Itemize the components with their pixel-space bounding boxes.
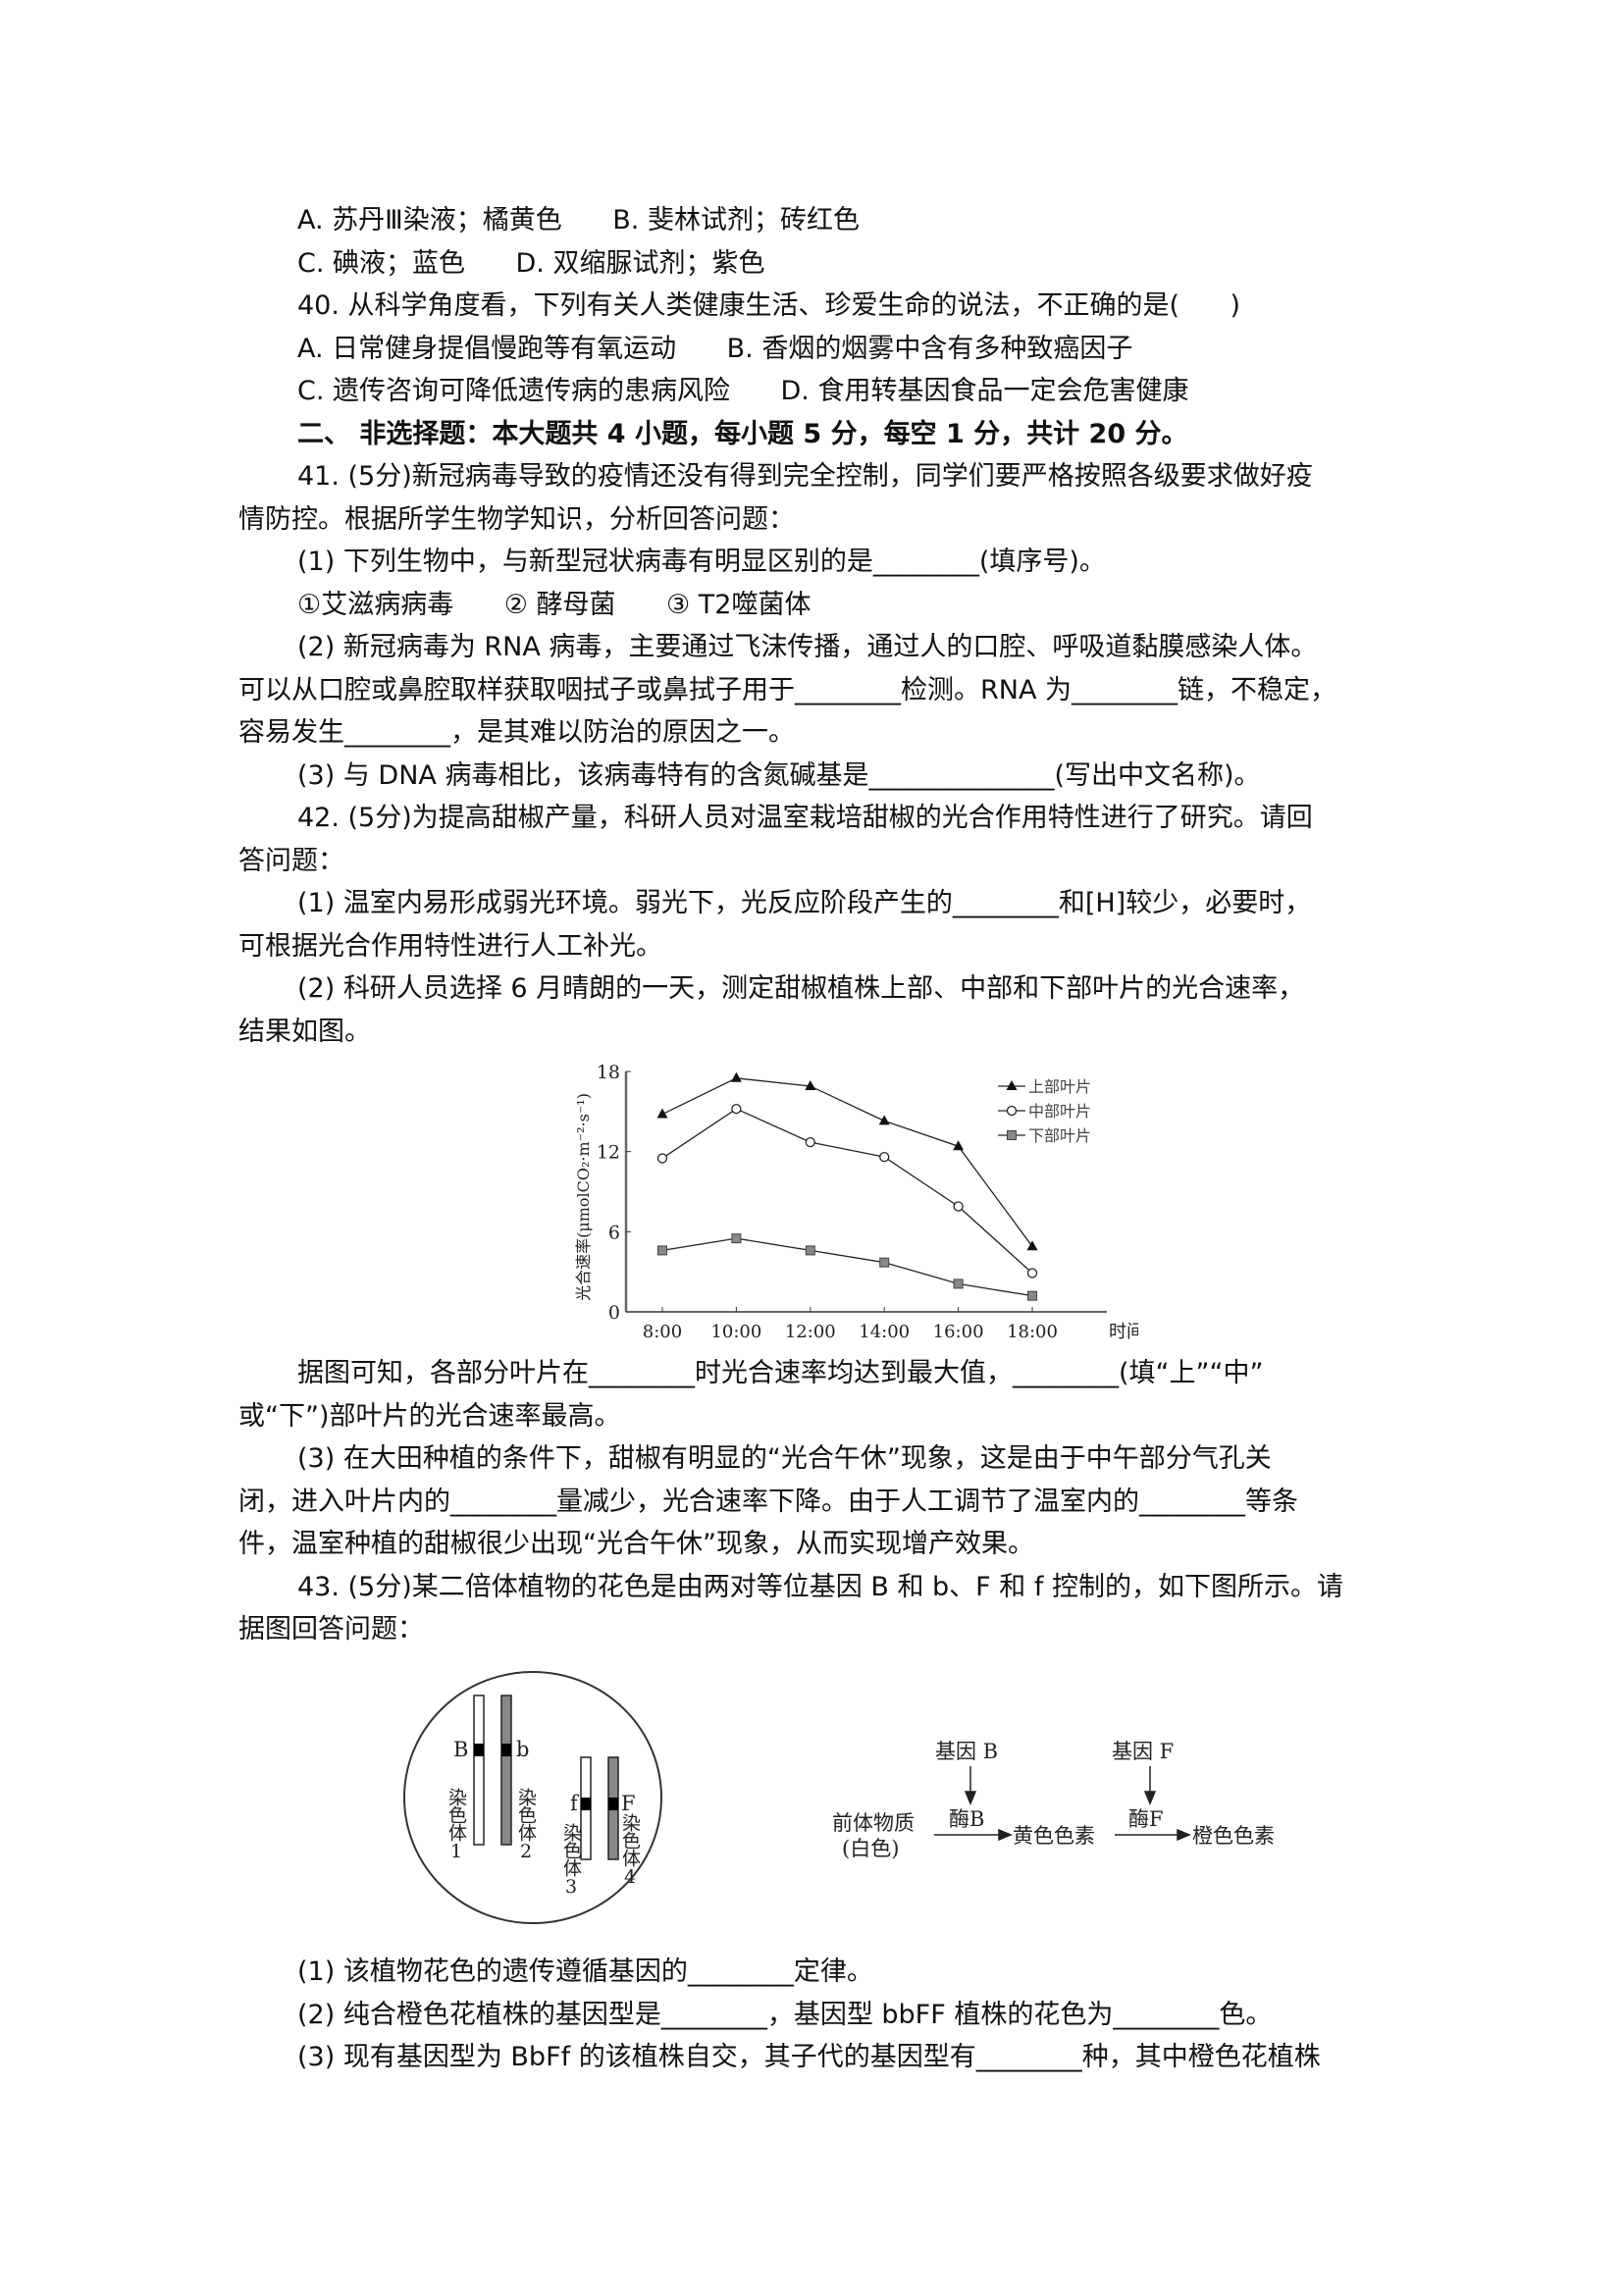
series-line-1 <box>661 1077 1033 1247</box>
y-tick-label: 0 <box>608 1302 620 1324</box>
gene-b-label: 基因 B <box>935 1740 999 1763</box>
text-line: 二、 非选择题：本大题共 4 小题，每小题 5 分，每空 1 分，共计 20 分… <box>297 418 1188 449</box>
gene-label-3: f <box>570 1792 578 1815</box>
text-line: 41. (5分)新冠病毒导致的疫情还没有得到完全控制，同学们要严格按照各级要求做… <box>297 461 1313 492</box>
legend-marker <box>1007 1130 1017 1140</box>
orange-pigment-label: 橙色色素 <box>1192 1824 1275 1848</box>
text-line: (3) 与 DNA 病毒相比，该病毒特有的含氮碱基是______________… <box>297 759 1261 791</box>
text-line: (2) 新冠病毒为 RNA 病毒，主要通过飞沫传播，通过人的口腔、呼吸道黏膜感染… <box>297 632 1318 662</box>
precursor-label: 前体物质 <box>832 1811 915 1835</box>
legend-label: 上部叶片 <box>1028 1077 1091 1096</box>
text-line: (3) 现有基因型为 BbFf 的该植株自交，其子代的基因型有________种… <box>297 2042 1321 2072</box>
data-point <box>879 1257 890 1268</box>
text-line: 可以从口腔或鼻腔取样获取咽拭子或鼻拭子用于________检测。RNA 为___… <box>238 674 1337 705</box>
data-point <box>731 1103 742 1115</box>
text-line: 闭，进入叶片内的________量减少，光合速率下降。由于人工调节了温室内的__… <box>238 1486 1298 1517</box>
data-point <box>730 1071 742 1082</box>
text-line: C. 遗传咨询可降低遗传病的患病风险 D. 食用转基因食品一定会危害健康 <box>297 376 1189 406</box>
photosynthesis-line-chart: 0 6 12 18 8:00 10:00 12:00 14:00 16:00 18:00 时间 光合速… <box>574 1062 1138 1342</box>
chromosome-label-4: 染色体4 <box>619 1813 641 1887</box>
data-point <box>656 1153 668 1164</box>
data-point <box>1027 1290 1037 1301</box>
gene-f-label: 基因 F <box>1112 1740 1175 1763</box>
x-tick-label: 18:00 <box>1007 1322 1058 1342</box>
text-line: 容易发生________，是其难以防治的原因之一。 <box>238 717 795 748</box>
data-point <box>1026 1268 1038 1278</box>
x-tick-label: 10:00 <box>710 1322 761 1342</box>
text-line: (3) 在大田种植的条件下，甜椒有明显的“光合午休”现象，这是由于中午部分气孔关 <box>297 1443 1272 1474</box>
text-line: (2) 纯合橙色花植株的基因型是________，基因型 bbFF 植株的花色为… <box>297 1999 1273 2030</box>
text-line: 43. (5分)某二倍体植物的花色是由两对等位基因 B 和 b、F 和 f 控制… <box>297 1571 1343 1602</box>
data-point <box>953 1201 964 1212</box>
text-line: A. 苏丹Ⅲ染液；橘黄色 B. 斐林试剂；砖红色 <box>297 205 860 235</box>
text-line: C. 碘液；蓝色 D. 双缩脲试剂；紫色 <box>297 247 765 279</box>
data-point <box>656 1108 668 1119</box>
x-tick-label: 8:00 <box>643 1322 682 1342</box>
series-line-2 <box>661 1108 1033 1275</box>
arrow-icon <box>934 1766 1191 1842</box>
precursor-note: (白色) <box>842 1837 900 1860</box>
data-point <box>953 1140 965 1151</box>
data-point <box>731 1233 742 1244</box>
x-tick-label: 14:00 <box>859 1322 910 1342</box>
legend-label: 下部叶片 <box>1028 1126 1091 1145</box>
data-point <box>1026 1240 1038 1251</box>
text-line: 答问题： <box>238 845 344 876</box>
y-tick-label: 18 <box>597 1062 620 1083</box>
data-point <box>805 1136 815 1148</box>
legend-marker <box>1006 1105 1018 1117</box>
y-tick-label: 6 <box>608 1222 620 1243</box>
text-line: ①艾滋病病毒 ② 酵母菌 ③ T2噬菌体 <box>297 589 812 620</box>
text-line: 可根据光合作用特性进行人工补光。 <box>238 930 662 962</box>
y-axis-label: 光合速率(μmolCO₂·m⁻²·s⁻¹) <box>574 1093 593 1301</box>
data-point <box>657 1245 667 1256</box>
data-point <box>953 1278 964 1289</box>
gene-label-4: F <box>621 1792 636 1815</box>
x-tick-label: 12:00 <box>785 1322 836 1342</box>
chromosome-label-1: 染色体1 <box>445 1788 467 1861</box>
text-line: 40. 从科学角度看，下列有关人类健康生活、珍爱生命的说法，不正确的是( ) <box>297 290 1241 321</box>
text-line: 42. (5分)为提高甜椒产量，科研人员对温室栽培甜椒的光合作用特性进行了研究。… <box>297 803 1313 833</box>
chromosome-label-2: 染色体2 <box>515 1788 537 1861</box>
gene-label-2: b <box>516 1738 530 1761</box>
x-axis-label: 时间 <box>1109 1322 1138 1342</box>
legend-marker <box>1006 1080 1018 1090</box>
text-line: (1) 下列生物中，与新型冠状病毒有明显区别的是________(填序号)。 <box>297 547 1106 577</box>
chromosome-2 <box>500 1695 512 1846</box>
text-line: 据图回答问题： <box>238 1614 424 1644</box>
gene-label-1: B <box>453 1738 469 1761</box>
data-point <box>805 1079 816 1090</box>
enzyme-f-label: 酶F <box>1128 1807 1164 1831</box>
text-line: 情防控。根据所学生物学知识，分析回答问题： <box>238 503 795 535</box>
text-line: 或“下”)部叶片的光合速率最高。 <box>238 1400 621 1432</box>
text-line: 结果如图。 <box>238 1016 371 1047</box>
chromosome-label-3: 染色体3 <box>560 1823 582 1897</box>
series-line-3 <box>661 1237 1033 1297</box>
yellow-pigment-label: 黄色色素 <box>1013 1824 1095 1848</box>
legend-label: 中部叶片 <box>1028 1102 1091 1121</box>
data-point <box>805 1245 815 1256</box>
enzyme-b-label: 酶B <box>949 1807 985 1831</box>
text-line: (1) 温室内易形成弱光环境。弱光下，光反应阶段产生的________和[H]较… <box>297 888 1312 918</box>
text-line: (2) 科研人员选择 6 月晴朗的一天，测定甜椒植株上部、中部和下部叶片的光合速… <box>297 973 1305 1004</box>
data-point <box>879 1151 890 1163</box>
text-line: 件，温室种植的甜椒很少出现“光合午休”现象，从而实现增产效果。 <box>238 1529 1034 1559</box>
text-line: (1) 该植物花色的遗传遵循基因的________定律。 <box>297 1957 873 1987</box>
text-line: A. 日常健身提倡慢跑等有氧运动 B. 香烟的烟雾中含有多种致癌因子 <box>297 333 1133 364</box>
x-tick-label: 16:00 <box>933 1322 984 1342</box>
chromosome-1 <box>473 1695 485 1846</box>
text-line: 据图可知，各部分叶片在________时光合速率均达到最大值，________(… <box>297 1358 1264 1388</box>
y-tick-label: 12 <box>597 1142 620 1164</box>
data-point <box>878 1115 890 1125</box>
